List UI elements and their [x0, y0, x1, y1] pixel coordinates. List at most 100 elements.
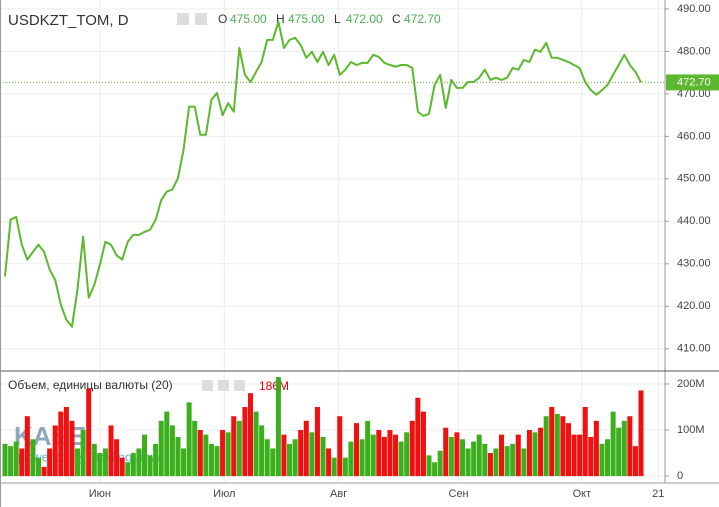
volume-bar: [493, 448, 499, 477]
volume-bar: [292, 439, 298, 477]
hide-icon[interactable]: [218, 380, 229, 391]
volume-bar: [247, 393, 254, 477]
volume-bar: [554, 413, 560, 477]
volume-bar: [593, 420, 599, 477]
volume-bar: [231, 416, 237, 477]
volume-bar: [365, 420, 371, 477]
volume-bar: [30, 439, 36, 477]
ohlc-value: 475.00: [288, 12, 325, 26]
x-tick-label: Сен: [449, 488, 469, 500]
volume-bar: [153, 443, 159, 477]
volume-bar: [565, 423, 571, 477]
ohlc-value: 472.70: [404, 12, 441, 26]
volume-bar: [632, 446, 638, 477]
volume-bar: [420, 411, 426, 477]
compare-icon[interactable]: [195, 13, 207, 25]
y-tick-label: 420.00: [677, 300, 711, 312]
volume-bar: [577, 434, 583, 477]
volume-bar: [86, 388, 92, 477]
y-tick-label: 490.00: [677, 3, 711, 15]
volume-bar: [465, 448, 471, 477]
y-tick-label: 410.00: [677, 343, 711, 355]
last-price-label: 472.70: [677, 76, 711, 88]
volume-bar: [136, 448, 142, 477]
volume-bar: [337, 416, 343, 477]
volume-bar: [264, 439, 270, 477]
volume-bar: [443, 427, 449, 477]
symbol-title: USDKZT_TOM, D: [8, 12, 129, 29]
volume-bar: [627, 416, 633, 477]
volume-bar: [75, 448, 81, 477]
volume-bar: [114, 439, 120, 477]
volume-bar: [331, 457, 337, 477]
volume-bar: [69, 420, 75, 477]
volume-bar: [521, 448, 527, 477]
volume-bar: [571, 434, 577, 477]
volume-bar: [270, 448, 276, 477]
volume-bar: [415, 397, 421, 477]
ohlc-key: L: [334, 12, 341, 26]
volume-bar: [97, 453, 103, 477]
price-line: [4, 20, 642, 328]
y-tick-label: 460.00: [677, 130, 711, 142]
volume-last-value: 186M: [259, 379, 289, 393]
volume-bar: [543, 416, 549, 477]
volume-bar: [52, 425, 58, 477]
y2-tick-label: 200M: [677, 378, 705, 390]
volume-bar: [309, 432, 315, 477]
volume-bar: [448, 436, 454, 477]
volume-bar: [320, 436, 326, 477]
volume-bar: [342, 457, 348, 477]
volume-bar: [359, 439, 365, 477]
volume-bar: [599, 443, 605, 477]
volume-bar: [236, 420, 242, 477]
volume-bar: [119, 457, 125, 477]
volume-bar: [147, 455, 153, 477]
volume-bar: [504, 446, 510, 477]
settings-icon[interactable]: [202, 380, 213, 391]
volume-bar: [437, 450, 443, 477]
x-tick-label: Окт: [573, 488, 592, 500]
ohlc-key: C: [392, 12, 401, 26]
volume-bar: [459, 439, 465, 477]
volume-bar: [63, 407, 69, 477]
volume-bar: [47, 448, 53, 477]
volume-bar: [108, 425, 114, 477]
volume-bar: [197, 430, 203, 477]
close-icon[interactable]: [234, 380, 245, 391]
volume-bar: [24, 416, 30, 477]
x-tick-label: Авг: [330, 488, 347, 500]
volume-bar: [169, 425, 175, 477]
volume-bar: [91, 443, 97, 477]
volume-bar: [538, 427, 544, 477]
volume-bar: [398, 441, 404, 477]
settings-icon[interactable]: [177, 13, 189, 25]
volume-bar: [532, 432, 538, 477]
volume-bar: [80, 430, 86, 477]
volume-bar: [181, 448, 187, 477]
volume-bar: [58, 411, 64, 477]
volume-bar: [281, 434, 287, 477]
y-tick-label: 470.00: [677, 88, 711, 100]
volume-bar: [510, 443, 516, 477]
y2-tick-label: 0: [677, 470, 683, 482]
ohlc-key: O: [218, 12, 227, 26]
volume-bar: [348, 441, 354, 477]
volume-bar: [253, 411, 259, 477]
volume-bar: [588, 436, 594, 477]
volume-bar: [621, 420, 627, 477]
volume-bar: [409, 420, 415, 477]
ohlc-value: 472.00: [346, 12, 383, 26]
volume-bar: [259, 425, 265, 477]
volume-bar: [404, 432, 410, 477]
y-tick-label: 430.00: [677, 258, 711, 270]
volume-bar: [381, 436, 387, 477]
volume-bar: [526, 430, 532, 477]
volume-bar: [482, 443, 488, 477]
x-tick-label: Июн: [89, 488, 111, 500]
volume-bar: [476, 434, 482, 477]
volume-bar: [515, 434, 521, 477]
volume-bar: [353, 423, 359, 477]
